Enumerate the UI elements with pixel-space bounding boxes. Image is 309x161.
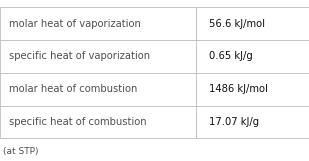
Text: 0.65 kJ/g: 0.65 kJ/g [209, 52, 252, 62]
Text: (at STP): (at STP) [3, 147, 39, 156]
Text: specific heat of vaporization: specific heat of vaporization [9, 52, 150, 62]
Text: molar heat of vaporization: molar heat of vaporization [9, 19, 141, 29]
Text: 1486 kJ/mol: 1486 kJ/mol [209, 84, 268, 94]
Text: 56.6 kJ/mol: 56.6 kJ/mol [209, 19, 265, 29]
Text: specific heat of combustion: specific heat of combustion [9, 117, 147, 127]
Text: 17.07 kJ/g: 17.07 kJ/g [209, 117, 259, 127]
Text: molar heat of combustion: molar heat of combustion [9, 84, 138, 94]
